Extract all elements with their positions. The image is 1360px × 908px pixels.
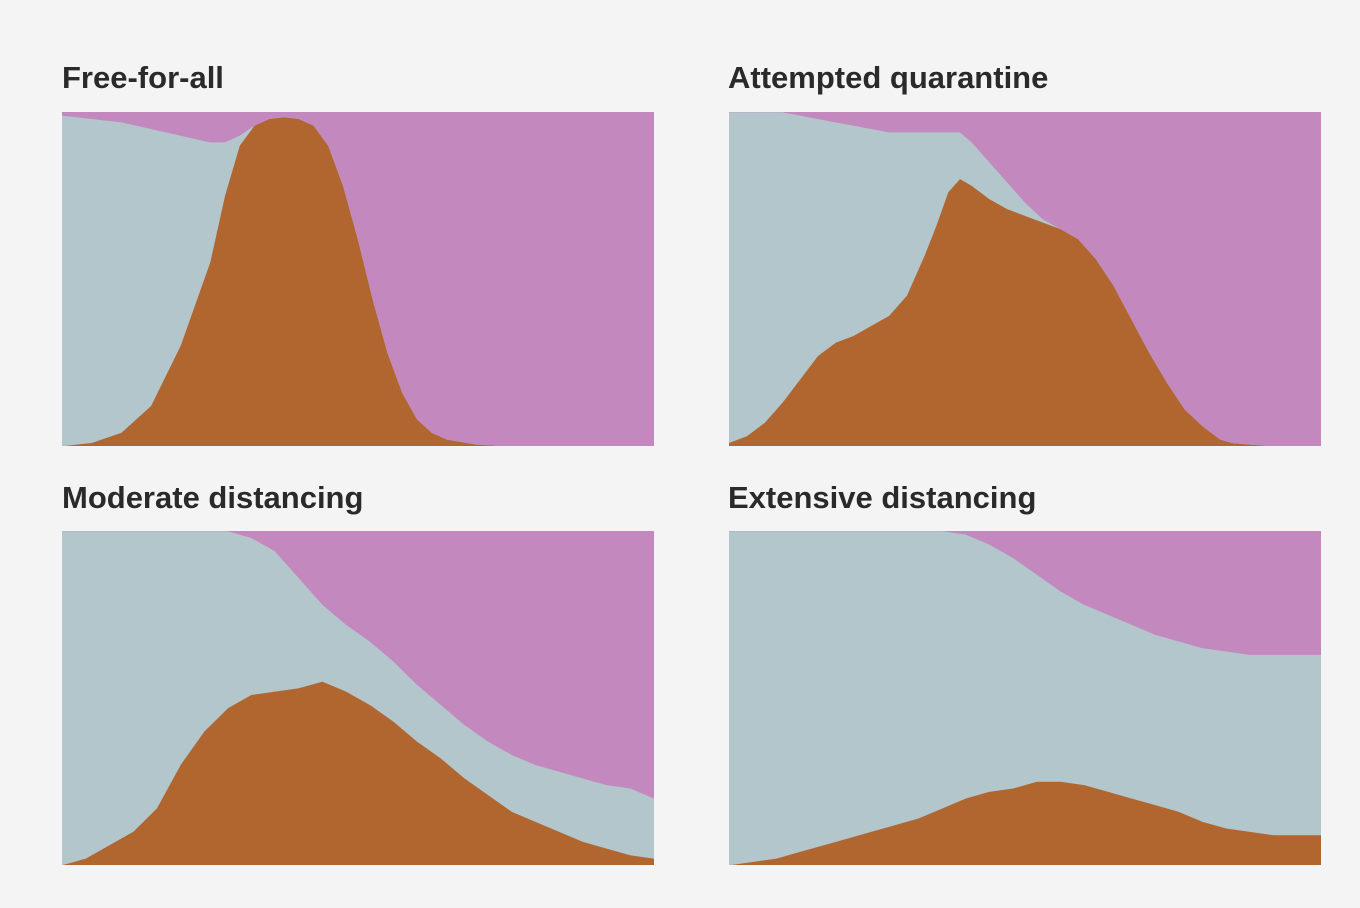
stacked-area-chart <box>729 531 1321 865</box>
stacked-area-chart <box>62 112 654 446</box>
plot-area <box>729 112 1321 446</box>
chart-title: Extensive distancing <box>728 480 1037 515</box>
area-recovered <box>729 531 1321 655</box>
area-recovered <box>62 112 654 446</box>
stacked-area-chart <box>729 112 1321 446</box>
chart-title: Attempted quarantine <box>728 60 1049 95</box>
area-recovered <box>62 531 654 799</box>
plot-area <box>62 531 654 865</box>
stacked-area-chart <box>62 531 654 865</box>
chart-title: Free-for-all <box>62 60 224 95</box>
area-susceptible <box>729 531 1321 865</box>
area-recovered <box>729 112 1321 446</box>
plot-area <box>729 531 1321 865</box>
plot-area <box>62 112 654 446</box>
chart-title: Moderate distancing <box>62 480 364 515</box>
